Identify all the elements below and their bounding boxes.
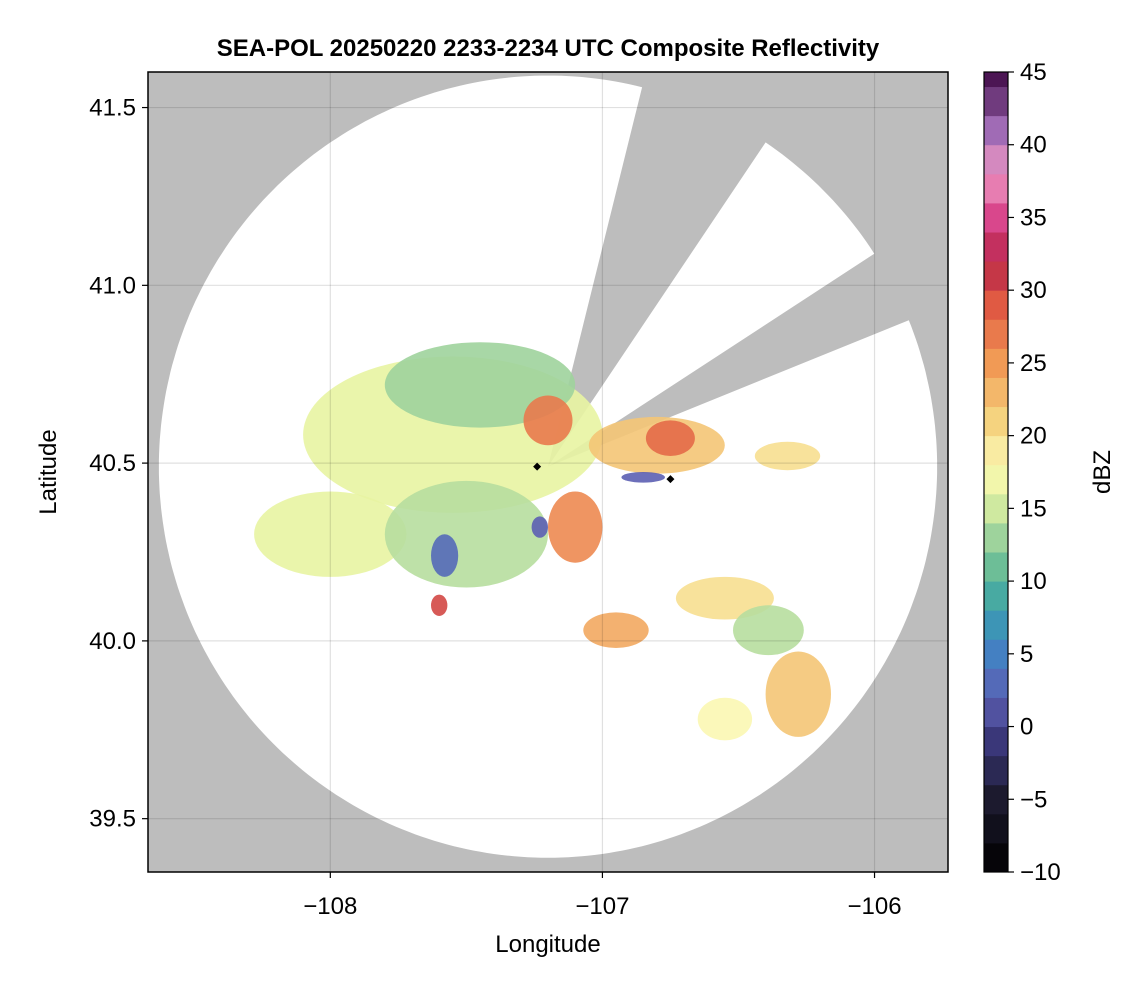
marker-black-diamond-2 xyxy=(666,475,675,484)
colorbar-cell xyxy=(984,522,1008,553)
echo-west-stratiform xyxy=(254,491,407,577)
colorbar-cell xyxy=(984,697,1008,728)
y-tick-label-0: 39.5 xyxy=(89,806,136,833)
x-tick-label-2: −106 xyxy=(847,893,901,920)
colorbar-cell xyxy=(984,639,1008,669)
echo-south-weak-echo xyxy=(531,516,548,538)
echo-southeast-band xyxy=(675,576,774,620)
echo-south-cells xyxy=(583,612,649,648)
colorbar-cell xyxy=(984,755,1008,786)
colorbar-cell xyxy=(984,842,1008,873)
colorbar-tick-label-4: 10 xyxy=(1020,568,1047,595)
colorbar-cells xyxy=(984,72,1008,873)
y-tick-label-3: 41.0 xyxy=(89,272,136,299)
colorbar-cell xyxy=(984,726,1008,757)
x-axis-label: Longitude xyxy=(495,931,600,958)
colorbar-cell xyxy=(984,406,1008,437)
colorbar-tick-label-8: 30 xyxy=(1020,277,1047,304)
grid-lines xyxy=(148,72,948,872)
y-tick-label-2: 40.5 xyxy=(89,450,136,477)
colorbar-frame xyxy=(983,71,1009,873)
echo-southwest-weak-echo xyxy=(431,534,459,577)
plot-frame xyxy=(147,71,949,873)
colorbar-cell xyxy=(984,115,1008,146)
echo-northeast-core xyxy=(645,420,695,457)
echo-far-south-echo xyxy=(697,697,753,741)
colorbar-cell xyxy=(984,290,1008,320)
chart-title: SEA-POL 20250220 2233-2234 UTC Composite… xyxy=(217,35,880,62)
echo-northwest-upper-band xyxy=(384,342,576,428)
colorbar-cell xyxy=(984,319,1008,349)
y-tick-label-4: 41.5 xyxy=(89,95,136,122)
colorbar-cell xyxy=(984,581,1008,611)
colorbar-cell xyxy=(984,144,1008,175)
colorbar-tick-label-3: 5 xyxy=(1020,641,1033,668)
colorbar-cell xyxy=(984,552,1008,582)
colorbar-cell xyxy=(984,464,1008,495)
echo-southeast-cells xyxy=(765,651,831,737)
plot-area xyxy=(147,71,949,873)
colorbar: −10 −5 0 5 10 15 20 25 30 35 40 45 dBZ xyxy=(983,59,1116,886)
colorbar-cell xyxy=(984,377,1008,408)
y-axis-label: Latitude xyxy=(35,429,62,514)
colorbar-cell xyxy=(984,784,1008,815)
colorbar-tick-label-5: 15 xyxy=(1020,495,1047,522)
colorbar-cell xyxy=(984,435,1008,466)
colorbar-tick-label-1: −5 xyxy=(1020,786,1047,813)
y-axis: 39.5 40.0 40.5 41.0 41.5 xyxy=(89,95,148,833)
marker-black-diamond-1 xyxy=(533,462,542,471)
y-tick-label-1: 40.0 xyxy=(89,628,136,655)
site-markers xyxy=(533,462,675,484)
colorbar-cell xyxy=(984,72,1008,88)
colorbar-cell xyxy=(984,86,1008,117)
colorbar-label: dBZ xyxy=(1089,450,1116,494)
colorbar-tick-label-2: 0 xyxy=(1020,714,1033,741)
echo-south-core xyxy=(548,491,603,563)
x-tick-label-1: −107 xyxy=(575,893,629,920)
colorbar-cell xyxy=(984,232,1008,262)
x-axis: −108 −107 −106 xyxy=(303,872,902,920)
colorbar-tick-label-6: 20 xyxy=(1020,423,1047,450)
colorbar-tick-label-11: 45 xyxy=(1020,59,1047,86)
colorbar-tick-label-0: −10 xyxy=(1020,859,1061,886)
colorbar-tick-label-10: 40 xyxy=(1020,132,1047,159)
colorbar-tick-label-9: 35 xyxy=(1020,204,1047,231)
colorbar-cell xyxy=(984,261,1008,291)
echo-southwest-stratiform xyxy=(384,480,548,588)
echo-layer xyxy=(254,342,831,741)
colorbar-cell xyxy=(984,348,1008,378)
colorbar-cell xyxy=(984,202,1008,233)
echo-east-clutter xyxy=(754,441,821,471)
colorbar-tick-label-7: 25 xyxy=(1020,350,1047,377)
colorbar-cell xyxy=(984,813,1008,844)
colorbar-cell xyxy=(984,610,1008,640)
colorbar-cell xyxy=(984,493,1008,524)
colorbar-ticks: −10 −5 0 5 10 15 20 25 30 35 40 45 xyxy=(1008,59,1061,886)
x-tick-label-0: −108 xyxy=(303,893,357,920)
echo-east-low-returns xyxy=(621,472,665,483)
echo-southwest-cell xyxy=(431,594,448,616)
colorbar-cell xyxy=(984,173,1008,204)
echo-southeast-flat-echo xyxy=(733,605,804,656)
colorbar-cell xyxy=(984,668,1008,698)
echo-north-core xyxy=(523,395,573,446)
